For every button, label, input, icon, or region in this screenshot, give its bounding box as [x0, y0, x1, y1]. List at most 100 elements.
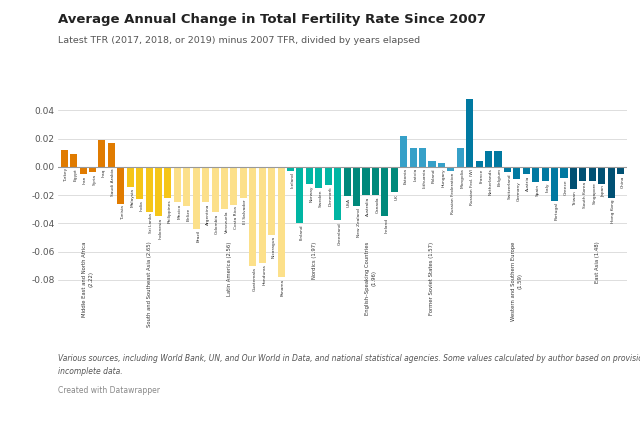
Bar	[466, 99, 473, 167]
Bar	[108, 143, 115, 167]
Bar	[362, 167, 369, 195]
Bar	[391, 167, 398, 192]
Bar	[561, 167, 568, 178]
Text: Guatemala: Guatemala	[253, 267, 257, 291]
Text: Finland: Finland	[300, 225, 304, 240]
Text: Sri Lanka: Sri Lanka	[149, 213, 153, 233]
Text: Denmark: Denmark	[328, 187, 332, 206]
Text: France: France	[479, 168, 483, 183]
Bar	[428, 161, 436, 167]
Text: Egypt: Egypt	[74, 168, 77, 181]
Bar	[400, 136, 407, 167]
Text: Italy: Italy	[545, 182, 549, 192]
Text: Mexico: Mexico	[177, 204, 181, 219]
Text: Argentina: Argentina	[205, 204, 210, 225]
Bar	[145, 167, 152, 212]
Text: Portugal: Portugal	[555, 202, 559, 220]
Text: India: India	[140, 201, 143, 212]
Bar	[579, 167, 586, 181]
Text: Lithuania: Lithuania	[422, 168, 426, 188]
Text: Tunisia: Tunisia	[121, 205, 125, 220]
Bar	[155, 167, 162, 216]
Text: Ireland: Ireland	[385, 218, 389, 233]
Text: Hungary: Hungary	[442, 168, 445, 187]
Bar	[240, 167, 247, 198]
Text: China: China	[621, 175, 625, 188]
Bar	[249, 167, 257, 266]
Text: Estonia: Estonia	[404, 168, 408, 184]
Text: New Zealand: New Zealand	[356, 208, 360, 237]
Bar	[589, 167, 596, 181]
Bar	[495, 151, 502, 167]
Text: Belize: Belize	[187, 208, 191, 221]
Text: Austria: Austria	[526, 175, 531, 191]
Bar	[296, 167, 303, 223]
Bar	[617, 167, 624, 174]
Text: Former Soviet States (1.57): Former Soviet States (1.57)	[429, 242, 435, 315]
Bar	[551, 167, 558, 201]
Bar	[334, 167, 341, 220]
Bar	[513, 167, 520, 179]
Text: Russian Federation: Russian Federation	[451, 173, 455, 214]
Bar	[324, 167, 332, 185]
Bar	[476, 161, 483, 167]
Bar	[136, 167, 143, 199]
Bar	[306, 167, 313, 184]
Text: Panama: Panama	[281, 279, 285, 296]
Text: Nordics (1.97): Nordics (1.97)	[312, 242, 317, 279]
Text: East Asia (1.48): East Asia (1.48)	[595, 242, 600, 283]
Text: Malaysia: Malaysia	[130, 188, 134, 207]
Bar	[523, 167, 530, 174]
Text: Australia: Australia	[366, 196, 370, 216]
Text: Saudi Arabia: Saudi Arabia	[111, 168, 115, 196]
Bar	[70, 154, 77, 167]
Bar	[221, 167, 228, 209]
Text: El Salvador: El Salvador	[243, 199, 248, 224]
Text: Created with Datawrapper: Created with Datawrapper	[58, 386, 159, 395]
Text: English–Speaking Countries
(1.96): English–Speaking Countries (1.96)	[365, 242, 376, 315]
Bar	[278, 167, 285, 277]
Text: Philippines: Philippines	[168, 199, 172, 223]
Bar	[99, 140, 106, 167]
Text: Various sources, including World Bank, UN, and Our World in Data, and national s: Various sources, including World Bank, U…	[58, 354, 640, 363]
Text: Indonesia: Indonesia	[159, 218, 163, 239]
Text: Norway: Norway	[309, 185, 314, 202]
Bar	[344, 167, 351, 196]
Text: Iran: Iran	[83, 175, 87, 184]
Text: Mongolia: Mongolia	[460, 168, 464, 188]
Bar	[164, 167, 172, 198]
Text: South and Southeast Asia (2.65): South and Southeast Asia (2.65)	[147, 242, 152, 327]
Text: Colombia: Colombia	[215, 213, 219, 234]
Bar	[202, 167, 209, 202]
Bar	[457, 148, 464, 167]
Text: Iceland: Iceland	[291, 173, 294, 188]
Bar	[89, 167, 96, 173]
Text: Venezuela: Venezuela	[225, 211, 228, 233]
Text: Costa Rica: Costa Rica	[234, 206, 238, 229]
Bar	[193, 167, 200, 229]
Text: Middle East and North Africa
(2.22): Middle East and North Africa (2.22)	[83, 242, 93, 317]
Text: Russian Fed. (W): Russian Fed. (W)	[470, 168, 474, 204]
Text: UK: UK	[394, 194, 398, 200]
Text: Greece: Greece	[564, 179, 568, 195]
Bar	[316, 167, 323, 188]
Bar	[127, 167, 134, 187]
Bar	[598, 167, 605, 184]
Bar	[381, 167, 388, 216]
Bar	[447, 167, 454, 171]
Text: Syria: Syria	[93, 174, 97, 185]
Text: Honduras: Honduras	[262, 264, 266, 285]
Bar	[79, 167, 86, 174]
Text: Poland: Poland	[432, 168, 436, 183]
Text: Hong Kong: Hong Kong	[611, 199, 615, 223]
Text: Turkey: Turkey	[64, 168, 68, 182]
Text: Latvia: Latvia	[413, 168, 417, 181]
Bar	[212, 167, 219, 212]
Bar	[61, 150, 68, 167]
Text: Belgium: Belgium	[498, 168, 502, 186]
Text: Netherlands: Netherlands	[488, 168, 493, 195]
Text: Switzerland: Switzerland	[508, 174, 511, 199]
Bar	[372, 167, 379, 195]
Bar	[117, 167, 124, 204]
Bar	[541, 167, 548, 181]
